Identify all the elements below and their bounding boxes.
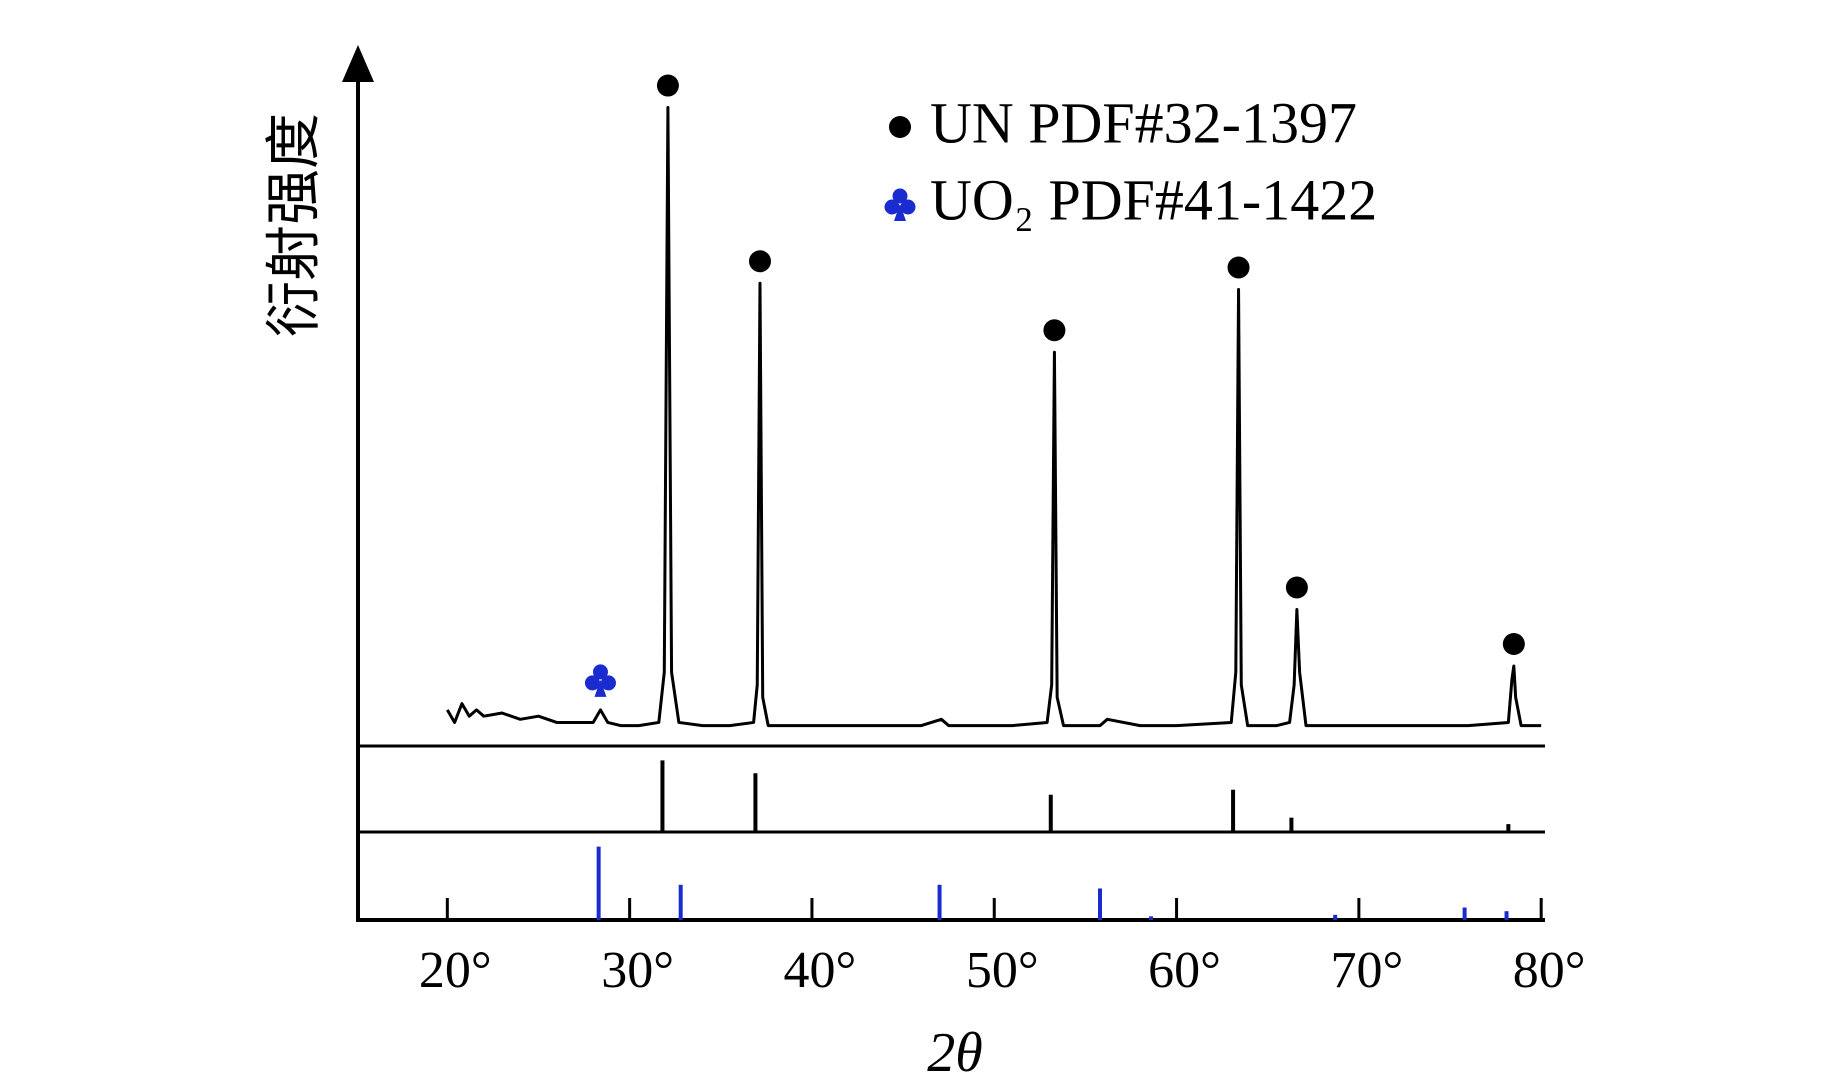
x-tick-label: 40° bbox=[784, 942, 857, 999]
peak-marker bbox=[1502, 632, 1525, 655]
x-tick-label: 20° bbox=[419, 942, 492, 999]
y-axis-arrow bbox=[342, 45, 374, 82]
x-tick-label: 60° bbox=[1148, 942, 1221, 999]
club-lobe bbox=[584, 675, 600, 691]
club-lobe bbox=[892, 188, 908, 204]
club-lobe bbox=[600, 675, 616, 691]
x-tick-label: 80° bbox=[1513, 942, 1586, 999]
club-lobe bbox=[592, 664, 608, 680]
x-axis-label: 2θ bbox=[927, 1022, 983, 1084]
club-lobe bbox=[884, 199, 900, 215]
peak-marker bbox=[1043, 319, 1066, 342]
x-tick-label: 30° bbox=[601, 942, 674, 999]
club-stem bbox=[894, 204, 906, 221]
legend-symbol bbox=[884, 188, 916, 221]
x-tick-label: 50° bbox=[966, 942, 1039, 999]
legend-symbol bbox=[889, 116, 911, 138]
legend-text: UO₂ PDF#41-1422 bbox=[930, 167, 1377, 232]
xrd-pattern bbox=[446, 106, 1542, 728]
peak-marker bbox=[1227, 256, 1250, 279]
peak-marker bbox=[748, 250, 771, 273]
peak-marker bbox=[584, 664, 616, 697]
legend-text: UN PDF#32-1397 bbox=[930, 90, 1357, 155]
y-axis-label: 衍射强度 bbox=[264, 113, 326, 337]
peak-marker bbox=[1285, 576, 1308, 599]
x-tick-label: 70° bbox=[1330, 942, 1403, 999]
club-stem bbox=[594, 679, 607, 697]
club-lobe bbox=[900, 199, 916, 215]
peak-marker bbox=[656, 74, 679, 97]
